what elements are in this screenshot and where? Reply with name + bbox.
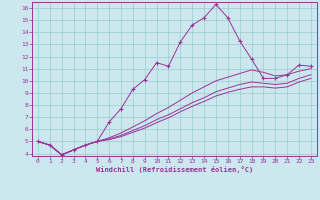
X-axis label: Windchill (Refroidissement éolien,°C): Windchill (Refroidissement éolien,°C) [96,166,253,173]
